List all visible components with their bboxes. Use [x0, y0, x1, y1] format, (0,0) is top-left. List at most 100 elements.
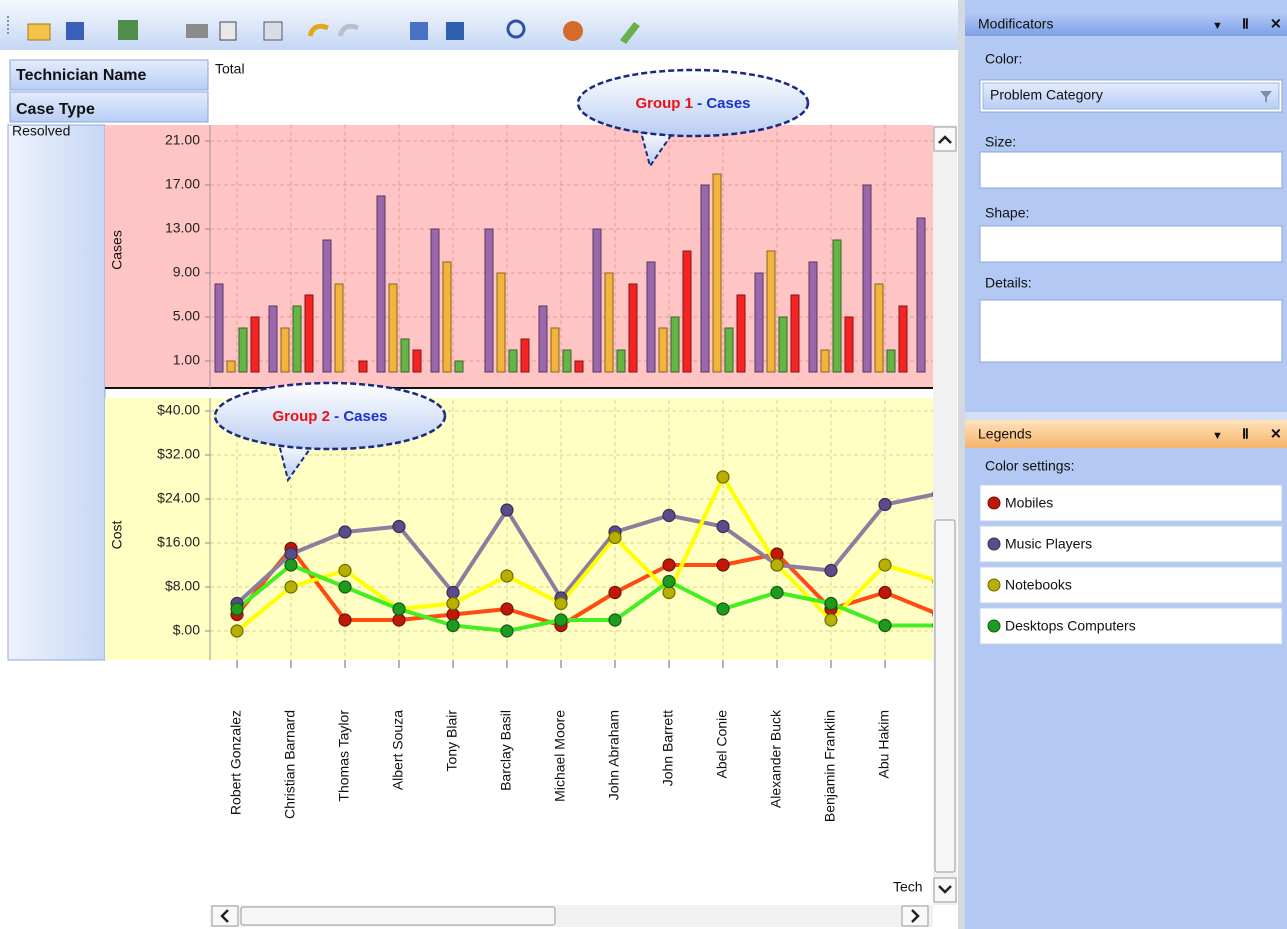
bar	[646, 261, 656, 373]
export-icon[interactable]	[118, 20, 138, 40]
point	[608, 613, 622, 627]
size-field[interactable]	[979, 151, 1283, 189]
brush-icon[interactable]	[620, 22, 640, 44]
dropdown-icon[interactable]: ▼	[1212, 20, 1223, 32]
bar	[808, 261, 818, 373]
point	[392, 613, 406, 627]
legend-label: Desktops Computers	[1005, 618, 1136, 634]
shape-field[interactable]	[979, 225, 1283, 263]
scroll-up[interactable]	[933, 126, 957, 152]
arrow	[938, 135, 952, 144]
scroll-down[interactable]	[933, 877, 957, 903]
v-thumb[interactable]	[934, 519, 956, 873]
palette-icon[interactable]	[563, 21, 583, 41]
scroll-left[interactable]	[211, 905, 239, 927]
redo-icon[interactable]	[337, 23, 359, 37]
callout-bubble	[576, 68, 810, 138]
undo-icon[interactable]	[307, 23, 329, 37]
legends-title: Legends	[978, 426, 1032, 442]
callout-part: - Cases	[697, 95, 750, 112]
x-tick-label: Thomas Taylor	[336, 710, 352, 802]
x-tick-label: Abu Hakim	[876, 710, 892, 778]
fields-icon[interactable]	[410, 22, 428, 40]
x-tick-label: Albert Souza	[390, 710, 406, 790]
legends-header[interactable]	[965, 420, 1287, 448]
h-thumb[interactable]	[240, 906, 556, 926]
bar	[454, 360, 464, 373]
point	[446, 585, 460, 600]
x-tick-label: Christian Barnard	[282, 710, 298, 819]
point	[284, 558, 298, 572]
point	[716, 519, 730, 534]
layout-icon[interactable]	[446, 22, 464, 40]
bar	[766, 250, 776, 373]
bar	[790, 294, 800, 373]
y-tick-label: 17.00	[165, 176, 200, 192]
bar	[226, 360, 236, 373]
bar	[658, 327, 668, 373]
point	[392, 602, 406, 616]
y-tick-label: 9.00	[173, 264, 200, 280]
y-tick-label: $16.00	[157, 534, 200, 550]
save-icon[interactable]	[66, 22, 84, 40]
bar	[214, 283, 224, 373]
callout-tail	[638, 126, 674, 169]
close-icon[interactable]: ✕	[1270, 426, 1282, 442]
callout-text: Group 2 - Cases	[272, 408, 387, 425]
pin-icon[interactable]: Ⅱ	[1242, 426, 1249, 442]
filter-icon[interactable]	[1260, 91, 1272, 103]
bar	[682, 250, 692, 373]
bar	[616, 349, 626, 373]
splitter[interactable]	[958, 0, 965, 929]
shape-label: Shape:	[985, 205, 1029, 221]
column-header-cell[interactable]	[9, 91, 209, 123]
row-header: Technician Name	[16, 67, 147, 84]
color-chip[interactable]	[982, 82, 1280, 110]
point	[230, 602, 244, 616]
copy-icon[interactable]	[263, 21, 283, 41]
zoom-icon[interactable]	[506, 19, 526, 39]
point	[770, 547, 784, 561]
callout-part: Group 2	[272, 408, 330, 425]
bar	[376, 195, 386, 373]
bar	[334, 283, 344, 373]
point	[824, 563, 838, 578]
y-tick-label: 21.00	[165, 132, 200, 148]
bar	[508, 349, 518, 373]
point	[446, 596, 460, 611]
bar	[898, 305, 908, 373]
bar	[670, 316, 680, 373]
point	[608, 530, 622, 545]
bar	[886, 349, 896, 373]
bar	[238, 327, 248, 373]
bar	[442, 261, 452, 373]
dropdown-icon[interactable]: ▼	[1212, 430, 1223, 442]
close-icon[interactable]: ✕	[1270, 16, 1282, 32]
point	[662, 508, 676, 523]
scroll-right[interactable]	[901, 905, 929, 927]
point	[338, 580, 352, 594]
callout-part: Group 1	[635, 95, 693, 112]
bar	[844, 316, 854, 373]
y-tick-label: $.00	[173, 622, 200, 638]
point	[500, 602, 514, 616]
point	[878, 497, 892, 512]
bar	[484, 228, 494, 373]
point	[878, 618, 892, 633]
y-tick-label: $8.00	[165, 578, 200, 594]
arrow	[220, 909, 229, 923]
legend-item	[979, 525, 1283, 563]
details-field[interactable]	[979, 299, 1283, 363]
print-icon[interactable]	[186, 24, 208, 38]
bar	[754, 272, 764, 373]
modificators-header[interactable]	[965, 12, 1287, 36]
bar	[604, 272, 614, 373]
open-icon[interactable]	[27, 23, 51, 41]
pin-icon[interactable]: Ⅱ	[1242, 16, 1249, 32]
total-label: Total	[215, 61, 245, 77]
preview-icon[interactable]	[219, 21, 237, 41]
y-tick-label: 13.00	[165, 220, 200, 236]
callout: Group 2 - Cases	[213, 381, 447, 483]
row-header-cell[interactable]	[9, 59, 209, 91]
bar	[322, 239, 332, 373]
